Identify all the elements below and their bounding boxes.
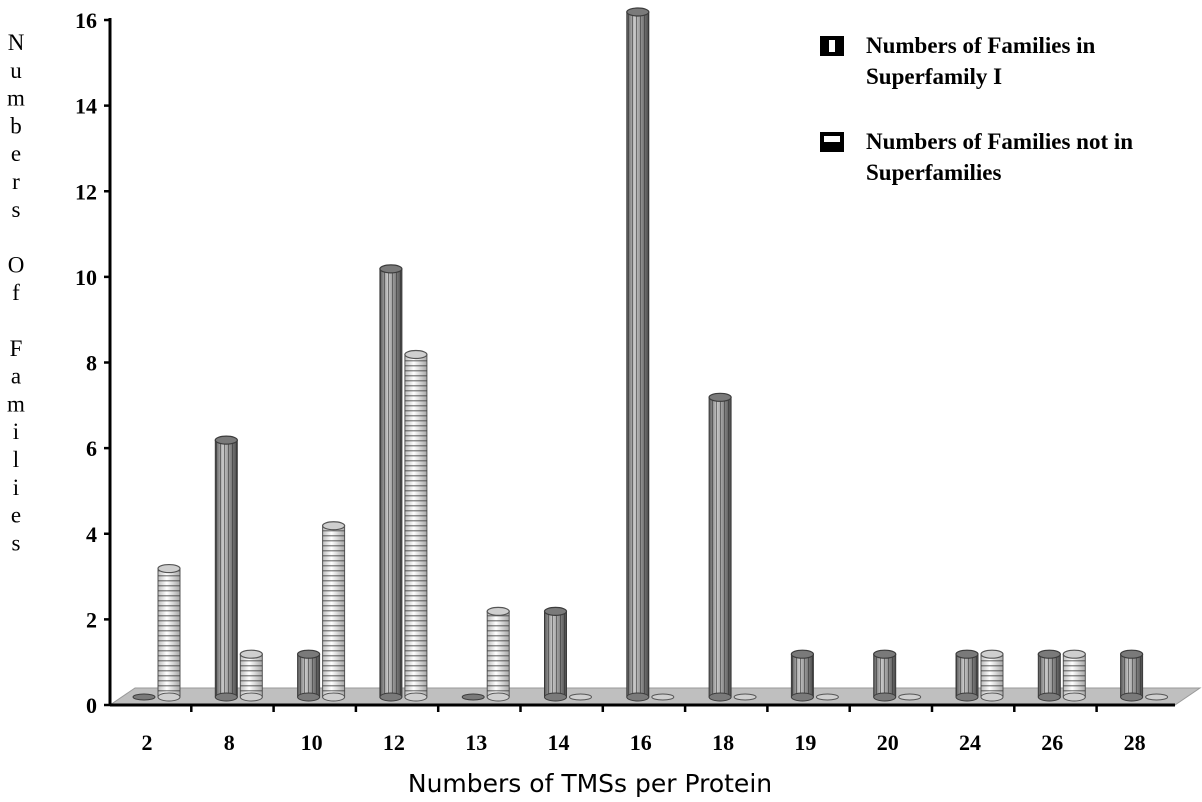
y-axis-label-letter: s <box>12 530 21 555</box>
bar <box>1119 649 1144 702</box>
y-axis-label-letter: e <box>11 503 21 528</box>
y-tick-label: 6 <box>86 436 97 461</box>
y-axis-label-letter: u <box>10 58 22 83</box>
y-axis-label-letter: m <box>7 86 25 111</box>
bar <box>626 7 650 702</box>
y-axis-label-letter: N <box>8 30 25 55</box>
bar <box>569 693 592 701</box>
y-axis-label-letter: O <box>8 252 25 277</box>
bar <box>1145 693 1169 701</box>
x-tick-label: 13 <box>465 730 487 755</box>
y-axis-label-letter: l <box>13 447 19 472</box>
bars <box>132 7 1169 702</box>
x-tick-label: 8 <box>224 730 235 755</box>
bar <box>322 521 346 702</box>
legend: Numbers of Families in Superfamily I Num… <box>820 33 1133 185</box>
y-axis-label-letter: a <box>11 364 21 389</box>
y-axis-label-letter: r <box>12 169 20 194</box>
x-tick-label: 14 <box>548 730 570 755</box>
legend-swatch-not-in-superfamilies <box>820 132 844 152</box>
y-axis-ticks: 0 2 4 6 8 10 12 14 16 <box>75 8 110 718</box>
y-tick-label: 16 <box>75 8 97 33</box>
y-axis-label-letter: s <box>12 197 21 222</box>
y-axis-label-letter: f <box>12 280 20 305</box>
bar <box>1037 649 1061 702</box>
legend-label-not-in-superfamilies: Numbers of Families not in <box>866 129 1133 154</box>
bar <box>815 693 839 701</box>
x-tick-label: 19 <box>794 730 816 755</box>
legend-label-superfamily-i: Numbers of Families in <box>866 33 1096 58</box>
bar <box>404 349 428 702</box>
y-axis-label-letter: b <box>10 113 22 138</box>
bar <box>733 693 757 701</box>
bar <box>486 606 510 702</box>
y-tick-label: 2 <box>86 607 97 632</box>
x-tick-label: 12 <box>383 730 405 755</box>
y-tick-label: 14 <box>75 94 97 119</box>
bar <box>651 693 675 701</box>
bar <box>214 435 238 702</box>
legend-label-not-in-superfamilies-line2: Superfamilies <box>866 160 1001 185</box>
bar <box>708 392 732 702</box>
y-tick-label: 0 <box>86 693 97 718</box>
bar <box>132 693 156 701</box>
x-tick-label: 2 <box>142 730 153 755</box>
bar <box>297 649 321 702</box>
y-tick-label: 8 <box>86 351 97 376</box>
bar <box>790 649 815 702</box>
x-tick-label: 10 <box>301 730 323 755</box>
x-axis-ticks: 2 8 10 12 13 14 16 18 19 20 24 26 28 <box>142 705 1146 755</box>
x-tick-label: 28 <box>1124 730 1146 755</box>
bar <box>1062 649 1086 702</box>
y-axis-label-letter: F <box>10 336 23 361</box>
bar <box>873 649 897 702</box>
bar <box>980 649 1004 702</box>
y-axis-label-letter: m <box>7 391 25 416</box>
bar <box>461 693 485 701</box>
bar <box>543 606 568 702</box>
y-tick-label: 10 <box>75 265 97 290</box>
y-axis-label-letter: e <box>11 141 21 166</box>
x-axis-label: Numbers of TMSs per Protein <box>408 769 772 798</box>
y-axis-label-letter: i <box>13 419 19 444</box>
x-tick-label: 24 <box>959 730 981 755</box>
x-tick-label: 18 <box>712 730 734 755</box>
bar <box>239 649 263 702</box>
bar <box>379 264 403 702</box>
bar <box>157 563 181 702</box>
x-tick-label: 20 <box>877 730 899 755</box>
y-tick-label: 12 <box>75 179 97 204</box>
bar <box>898 693 922 701</box>
bar <box>955 649 979 702</box>
x-tick-label: 16 <box>630 730 652 755</box>
legend-label-superfamily-i-line2: Superfamily I <box>866 64 1002 89</box>
y-tick-label: 4 <box>86 522 97 547</box>
y-axis-label-letter: i <box>13 475 19 500</box>
legend-swatch-superfamily-i <box>820 36 844 56</box>
x-tick-label: 26 <box>1041 730 1063 755</box>
